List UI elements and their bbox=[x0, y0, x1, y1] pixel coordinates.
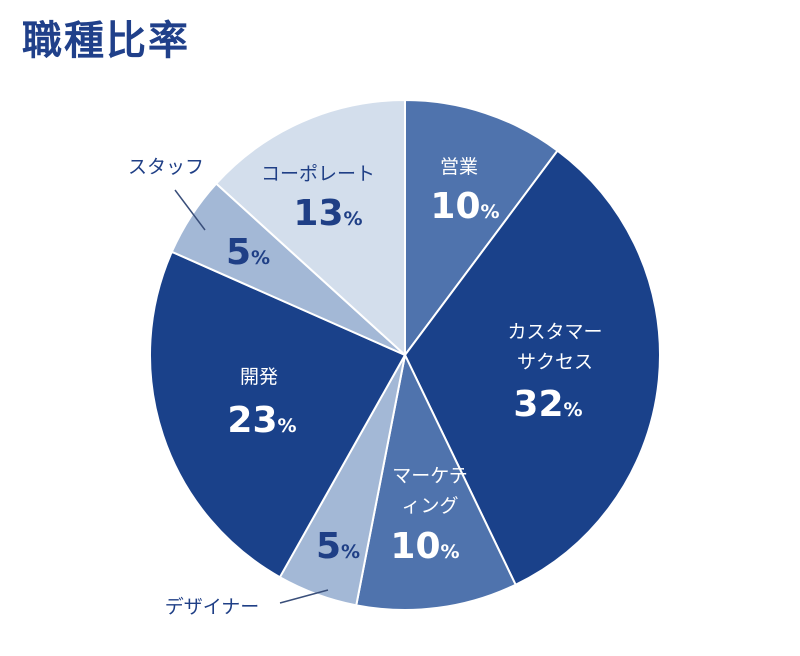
pie-slice-4 bbox=[149, 250, 407, 579]
slice-label-3: デザイナー bbox=[165, 596, 260, 618]
slice-value-3: 5% bbox=[316, 526, 360, 567]
slice-value-2: 10% bbox=[390, 526, 459, 567]
pie-slice-1 bbox=[403, 149, 661, 587]
leader-line-5 bbox=[174, 189, 206, 231]
pie-slice-6 bbox=[214, 98, 406, 358]
slice-value-0: 10% bbox=[430, 186, 499, 227]
slice-label-6: コーポレート bbox=[261, 163, 375, 185]
slice-value-1: 32% bbox=[513, 384, 582, 425]
slice-value-4: 23% bbox=[227, 400, 296, 441]
leader-line-3 bbox=[279, 589, 329, 604]
slice-label-1-line1: サクセス bbox=[517, 351, 593, 373]
pie-slice-0 bbox=[404, 98, 559, 359]
slice-label-1-line0: カスタマー bbox=[507, 321, 602, 343]
slice-label-5: スタッフ bbox=[128, 156, 204, 178]
pie-slice-2 bbox=[355, 351, 517, 611]
slice-label-4: 開発 bbox=[240, 366, 278, 388]
slice-label-2-line0: マーケテ bbox=[392, 465, 468, 487]
slice-value-6: 13% bbox=[293, 193, 362, 234]
slice-label-0: 営業 bbox=[440, 156, 478, 178]
slice-value-5: 5% bbox=[226, 232, 270, 273]
slice-label-2-line1: ィング bbox=[401, 495, 458, 517]
chart-title: 職種比率 bbox=[22, 18, 190, 64]
